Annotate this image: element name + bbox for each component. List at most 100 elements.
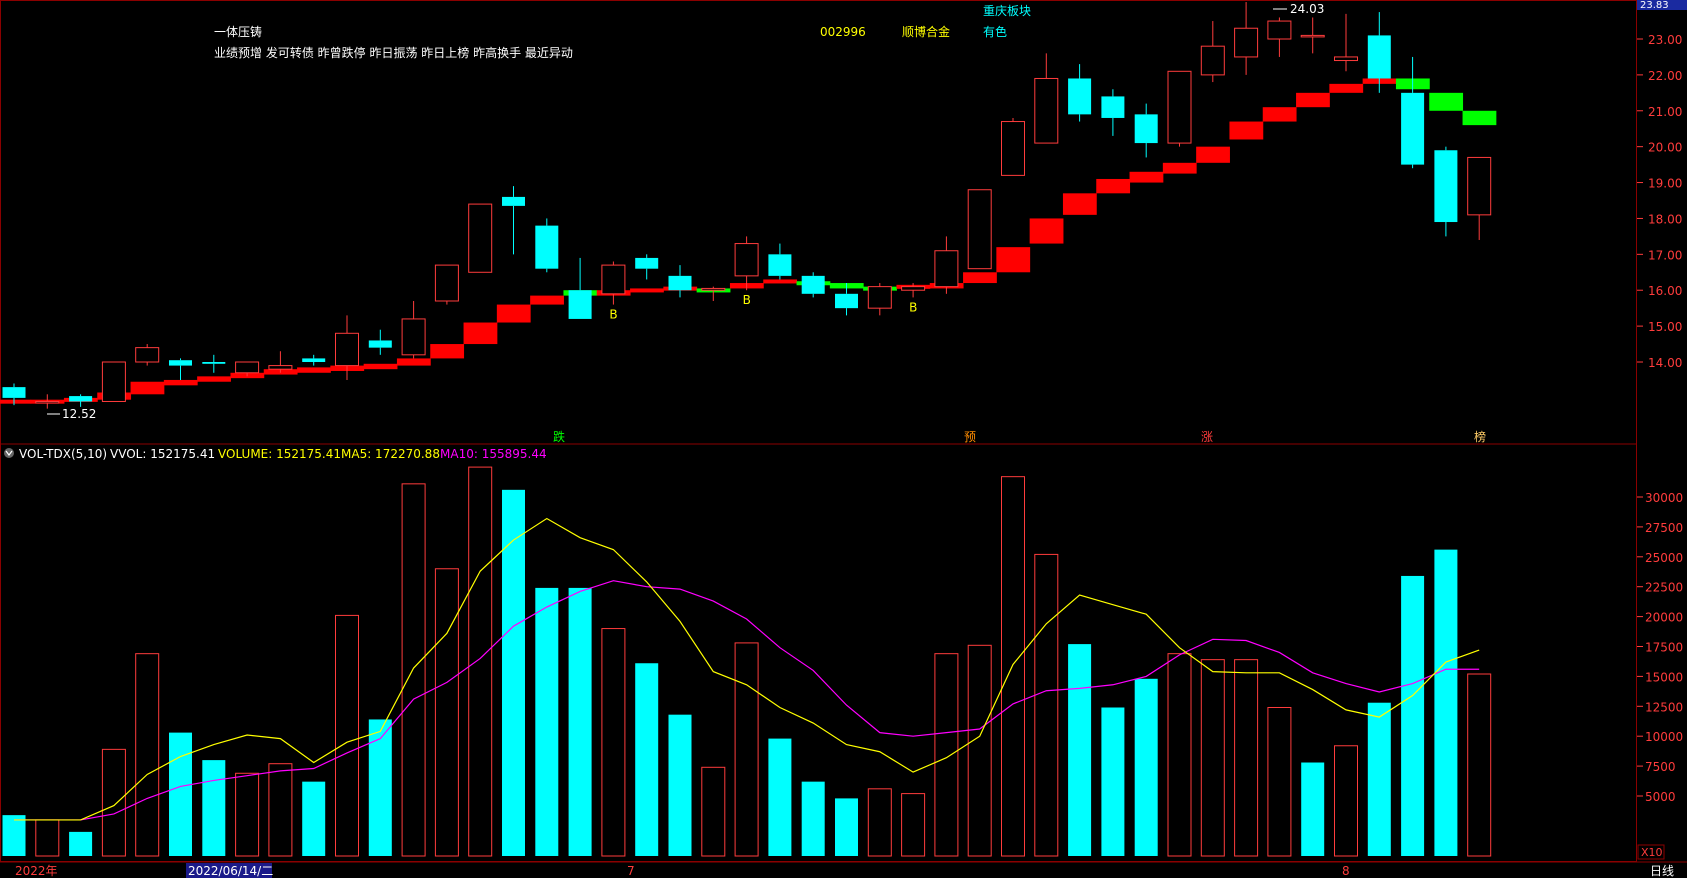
volume-bar xyxy=(1401,575,1425,856)
candle xyxy=(1001,117,1025,176)
high-price-marker: 24.03 xyxy=(1290,2,1324,16)
ladder-block xyxy=(763,279,798,284)
buy-markers: B B B xyxy=(609,293,917,321)
price-tick-label: 15.00 xyxy=(1648,320,1682,334)
ladder-block xyxy=(1129,171,1164,183)
date-label-cursor: 2022/06/14/二 xyxy=(188,864,273,878)
volume-panel[interactable] xyxy=(2,466,1492,857)
ladder-block xyxy=(297,367,331,373)
price-tick-label: 22.00 xyxy=(1648,69,1682,83)
price-tick-label: 14.00 xyxy=(1648,356,1682,370)
ladder-block xyxy=(1262,107,1297,122)
ladder-block xyxy=(463,322,498,345)
volume-bar xyxy=(601,628,626,857)
candle xyxy=(668,265,692,298)
ladder-block xyxy=(163,379,198,386)
candle xyxy=(635,254,659,280)
date-cursor-bg xyxy=(186,863,272,878)
concept-tags: 业绩预增 发可转债 昨曾跌停 昨日振荡 昨日上榜 昨高换手 最近异动 xyxy=(214,45,573,60)
volume-bar xyxy=(1167,653,1192,857)
indicator-name[interactable]: VOL-TDX(5,10) xyxy=(19,447,107,461)
vvol-value: VVOL: 152175.41 xyxy=(110,447,215,461)
candle xyxy=(1334,13,1358,72)
ladder-block xyxy=(1296,92,1330,108)
volume-bar xyxy=(335,614,359,857)
candle xyxy=(401,300,426,359)
volume-bar xyxy=(1200,659,1225,857)
candle xyxy=(768,243,792,280)
candle xyxy=(801,272,825,298)
industry-label[interactable]: 有色 xyxy=(983,25,1007,39)
ma5-line xyxy=(14,517,1480,821)
ladder-block xyxy=(996,247,1031,273)
candle xyxy=(1101,89,1125,136)
volume-bar xyxy=(368,719,392,856)
volume-bar xyxy=(867,788,892,857)
event-label-rise[interactable]: 涨 xyxy=(1201,429,1213,444)
volume-unit: X10 xyxy=(1641,846,1663,859)
volume-bar xyxy=(934,653,959,857)
volume-bar xyxy=(1101,707,1125,856)
candle xyxy=(934,236,959,294)
ladder-block xyxy=(0,399,32,404)
candle xyxy=(1367,12,1391,93)
event-label-list[interactable]: 榜 xyxy=(1474,429,1486,444)
buy-marker: B xyxy=(743,293,751,307)
volume-bar xyxy=(734,642,759,857)
candle xyxy=(1300,17,1325,54)
price-tick-label: 19.00 xyxy=(1648,177,1682,191)
date-label-july: 7 xyxy=(627,864,635,878)
volume-bar xyxy=(2,815,26,856)
ladder-blocks xyxy=(0,78,1497,404)
ladder-block xyxy=(630,288,664,293)
price-panel[interactable]: B B B xyxy=(0,2,1497,409)
volume-bar xyxy=(69,831,93,856)
volume-tick-label: 7500 xyxy=(1645,760,1676,774)
price-tick-label: 20.00 xyxy=(1648,141,1682,155)
volume-bar xyxy=(835,798,858,856)
stock-name: 一体压铸 xyxy=(214,24,262,39)
ladder-block xyxy=(1329,83,1364,93)
volume-bar xyxy=(401,483,426,857)
volume-bar xyxy=(1068,644,1092,856)
volume-bars xyxy=(2,466,1492,857)
event-label-forecast[interactable]: 预 xyxy=(964,430,976,444)
top-price-label: 23.83 xyxy=(1640,0,1669,11)
volume-bar xyxy=(967,644,992,857)
candle xyxy=(1200,21,1225,83)
unit-box xyxy=(1637,844,1665,860)
candle xyxy=(2,383,26,406)
candle xyxy=(835,283,858,316)
period-label[interactable]: 日线 xyxy=(1650,864,1674,878)
candle xyxy=(701,286,726,301)
volume-tick-label: 20000 xyxy=(1645,611,1683,625)
volume-bar xyxy=(235,772,260,857)
ma5-value: MA5: 172270.88 xyxy=(341,447,440,461)
volume-bar xyxy=(901,793,926,857)
volume-bar xyxy=(468,466,493,857)
buy-marker: B xyxy=(909,300,917,314)
candle xyxy=(901,283,926,298)
candle xyxy=(69,394,93,407)
ladder-block xyxy=(530,295,564,305)
candle xyxy=(202,354,226,373)
volume-tick-label: 10000 xyxy=(1645,730,1683,744)
indicator-menu-icon[interactable] xyxy=(4,448,14,458)
candle xyxy=(502,186,525,255)
candle xyxy=(169,358,192,380)
volume-bar xyxy=(1467,673,1492,857)
event-label-drop[interactable]: 跌 xyxy=(553,429,565,444)
ladder-block xyxy=(963,272,997,284)
volume-bar xyxy=(568,587,592,856)
ma10-line xyxy=(14,580,1480,821)
volume-tick-label: 12500 xyxy=(1645,700,1683,714)
candle xyxy=(867,283,892,316)
price-tick-label: 16.00 xyxy=(1648,284,1682,298)
volume-bar xyxy=(1334,745,1358,857)
low-price-marker: 12.52 xyxy=(62,407,96,421)
ladder-block xyxy=(1462,110,1497,126)
ladder-block xyxy=(1062,193,1097,215)
sector-label[interactable]: 重庆板块 xyxy=(983,4,1031,18)
ladder-block xyxy=(1096,178,1131,194)
volume-tick-label: 22500 xyxy=(1645,581,1683,595)
